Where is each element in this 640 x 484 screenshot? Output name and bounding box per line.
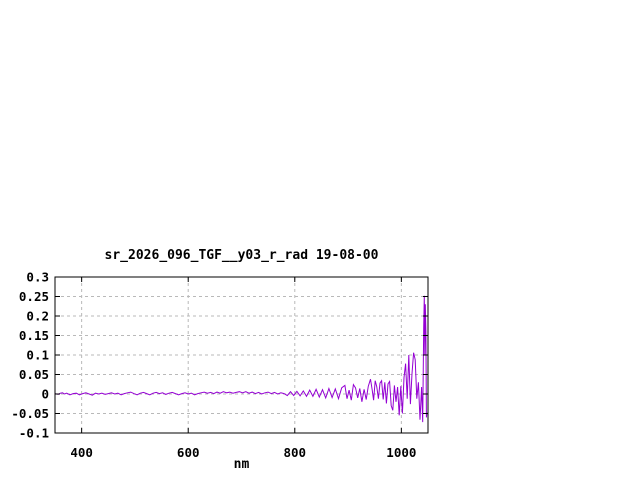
y-tick-label: 0.1 [26,348,49,363]
y-tick-label: 0.15 [19,328,49,343]
x-tick-labels: 400 600 800 1000 [70,445,416,460]
y-tick-label: 0 [41,387,49,402]
x-tick-label: 800 [283,445,306,460]
y-tick-label: -0.05 [11,406,49,421]
y-tick-label: 0.25 [19,289,49,304]
y-tick-labels: -0.1 -0.05 0 0.05 0.1 0.15 0.2 0.25 0.3 [11,270,49,441]
x-tick-label: 1000 [386,445,416,460]
y-tick-label: 0.05 [19,367,49,382]
axis-ticks [55,276,428,434]
y-tick-label: 0.2 [26,309,49,324]
chart-title: sr_2026_096_TGF__y03_r_rad 19-08-00 [104,248,379,263]
x-tick-label: 600 [177,445,200,460]
grid-lines [55,277,428,433]
series-line [54,295,428,423]
y-tick-label: 0.3 [26,270,49,285]
x-tick-label: 400 [70,445,93,460]
y-tick-label: -0.1 [19,426,49,441]
x-axis-label: nm [233,457,250,472]
